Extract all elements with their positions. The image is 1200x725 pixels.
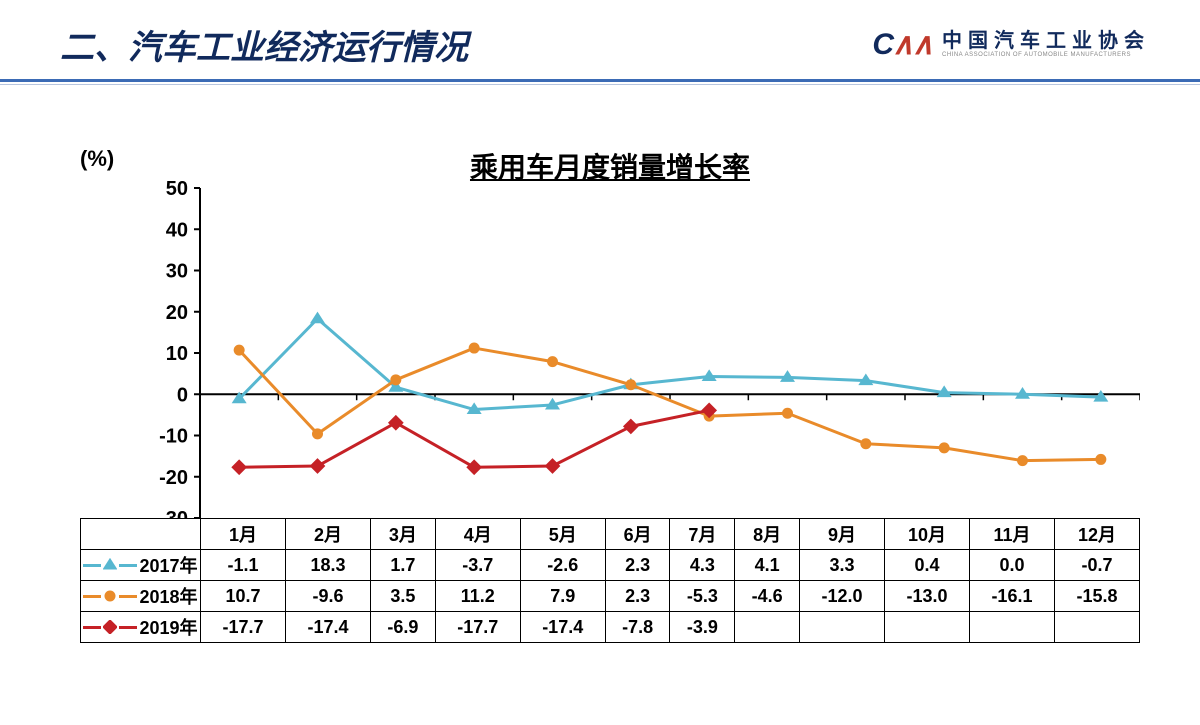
data-cell: -4.6: [735, 581, 800, 612]
data-cell: -3.7: [435, 550, 520, 581]
header-rule-thick: [0, 79, 1200, 82]
line-chart: (%) 乘用车月度销量增长率 -30-20-1001020304050 1月2月…: [80, 160, 1140, 643]
data-cell: -17.7: [435, 612, 520, 643]
month-header: 3月: [370, 519, 435, 550]
data-cell: 3.3: [800, 550, 885, 581]
data-cell: -6.9: [370, 612, 435, 643]
logo-text-cn: 中国汽车工业协会: [942, 30, 1150, 52]
month-header: 12月: [1054, 519, 1139, 550]
page-header: 二、汽车工业经济运行情况 C∧∧ 中国汽车工业协会 CHINA ASSOCIAT…: [0, 0, 1200, 79]
data-cell: [800, 612, 885, 643]
data-cell: -3.9: [670, 612, 735, 643]
table-row: 2019年-17.7-17.4-6.9-17.7-17.4-7.8-3.9: [81, 612, 1140, 643]
table-corner: [81, 519, 201, 550]
data-cell: 18.3: [285, 550, 370, 581]
month-header: 1月: [201, 519, 286, 550]
legend-label: 2017年: [139, 552, 197, 578]
data-cell: 2.3: [605, 581, 670, 612]
svg-text:-30: -30: [159, 508, 188, 518]
data-cell: -2.6: [520, 550, 605, 581]
month-header: 4月: [435, 519, 520, 550]
svg-text:-20: -20: [159, 467, 188, 489]
data-cell: -5.3: [670, 581, 735, 612]
logo-mark: C∧∧: [872, 27, 932, 62]
data-cell: -16.1: [969, 581, 1054, 612]
page-title: 二、汽车工业经济运行情况: [60, 20, 468, 69]
table-row: 2018年10.7-9.63.511.27.92.3-5.3-4.6-12.0-…: [81, 581, 1140, 612]
table-header-row: 1月2月3月4月5月6月7月8月9月10月11月12月: [81, 519, 1140, 550]
data-cell: -12.0: [800, 581, 885, 612]
caam-logo: C∧∧ 中国汽车工业协会 CHINA ASSOCIATION OF AUTOMO…: [872, 27, 1150, 62]
data-cell: -17.7: [201, 612, 286, 643]
month-header: 11月: [969, 519, 1054, 550]
svg-text:0: 0: [177, 384, 188, 406]
data-cell: [1054, 612, 1139, 643]
data-cell: -17.4: [520, 612, 605, 643]
svg-text:20: 20: [166, 302, 188, 324]
data-cell: 2.3: [605, 550, 670, 581]
data-cell: -7.8: [605, 612, 670, 643]
header-rule-thin: [0, 84, 1200, 85]
month-header: 5月: [520, 519, 605, 550]
legend-cell: 2018年: [81, 581, 201, 612]
svg-text:40: 40: [166, 219, 188, 241]
data-cell: 3.5: [370, 581, 435, 612]
data-cell: 4.3: [670, 550, 735, 581]
month-header: 10月: [884, 519, 969, 550]
data-cell: 11.2: [435, 581, 520, 612]
data-cell: -0.7: [1054, 550, 1139, 581]
month-header: 8月: [735, 519, 800, 550]
data-cell: 1.7: [370, 550, 435, 581]
month-header: 9月: [800, 519, 885, 550]
data-cell: [735, 612, 800, 643]
svg-text:10: 10: [166, 343, 188, 365]
data-cell: [884, 612, 969, 643]
data-cell: 0.4: [884, 550, 969, 581]
data-cell: -15.8: [1054, 581, 1139, 612]
svg-text:30: 30: [166, 261, 188, 283]
legend-label: 2018年: [139, 583, 197, 609]
data-cell: -1.1: [201, 550, 286, 581]
chart-plot-area: -30-20-1001020304050: [80, 160, 1140, 518]
logo-text-en: CHINA ASSOCIATION OF AUTOMOBILE MANUFACT…: [942, 52, 1150, 59]
data-table: 1月2月3月4月5月6月7月8月9月10月11月12月2017年-1.118.3…: [80, 518, 1140, 643]
chart-title: 乘用车月度销量增长率: [80, 146, 1140, 186]
legend-cell: 2019年: [81, 612, 201, 643]
month-header: 6月: [605, 519, 670, 550]
svg-text:-10: -10: [159, 426, 188, 448]
data-cell: [969, 612, 1054, 643]
data-cell: 10.7: [201, 581, 286, 612]
data-cell: -13.0: [884, 581, 969, 612]
data-cell: 7.9: [520, 581, 605, 612]
legend-label: 2019年: [139, 614, 197, 640]
data-cell: -17.4: [285, 612, 370, 643]
legend-cell: 2017年: [81, 550, 201, 581]
month-header: 7月: [670, 519, 735, 550]
month-header: 2月: [285, 519, 370, 550]
data-cell: 4.1: [735, 550, 800, 581]
data-cell: -9.6: [285, 581, 370, 612]
table-row: 2017年-1.118.31.7-3.7-2.62.34.34.13.30.40…: [81, 550, 1140, 581]
data-cell: 0.0: [969, 550, 1054, 581]
